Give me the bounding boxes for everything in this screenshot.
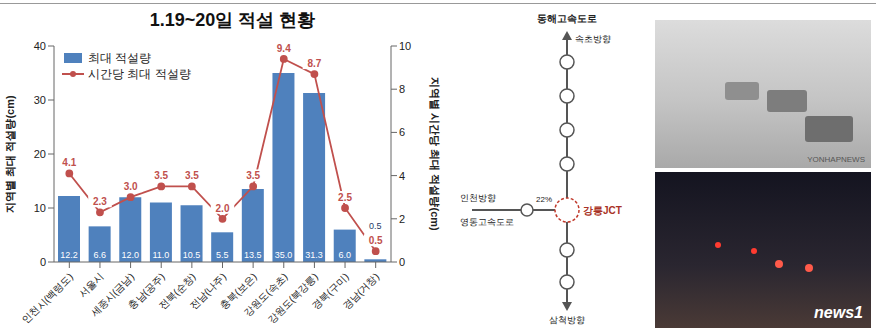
svg-text:4.1: 4.1 <box>62 157 76 168</box>
svg-text:4: 4 <box>399 170 405 182</box>
svg-text:10: 10 <box>34 202 46 214</box>
svg-text:지역별 시간당 최대 적설량(cm): 지역별 시간당 최대 적설량(cm) <box>429 76 441 231</box>
svg-text:12.2: 12.2 <box>60 250 78 260</box>
svg-text:인천방향: 인천방향 <box>460 193 496 203</box>
svg-text:5.5: 5.5 <box>216 250 229 260</box>
svg-text:삼척방향: 삼척방향 <box>549 315 585 325</box>
svg-text:강릉JCT: 강릉JCT <box>583 205 622 216</box>
svg-text:13.5: 13.5 <box>244 250 262 260</box>
svg-text:6: 6 <box>399 126 405 138</box>
svg-text:31.3: 31.3 <box>305 250 323 260</box>
svg-text:2.0: 2.0 <box>216 203 230 214</box>
svg-text:10.5: 10.5 <box>183 250 201 260</box>
svg-text:0: 0 <box>40 256 46 268</box>
html-text:YONHAPNEWS: YONHAPNEWS <box>807 155 865 164</box>
svg-text:경북(구미): 경북(구미) <box>309 270 351 312</box>
svg-text:2.3: 2.3 <box>93 196 107 207</box>
svg-text:세종시(금남): 세종시(금남) <box>88 271 136 319</box>
svg-text:서울시: 서울시 <box>77 271 106 300</box>
svg-text:22%: 22% <box>536 195 552 204</box>
svg-text:충남(공주): 충남(공주) <box>126 270 167 312</box>
svg-text:6.6: 6.6 <box>93 250 106 260</box>
svg-text:8.7: 8.7 <box>307 58 321 69</box>
svg-text:충북(보은): 충북(보은) <box>218 270 259 312</box>
svg-text:영동고속도로: 영동고속도로 <box>460 217 514 227</box>
svg-text:경남(거창): 경남(거창) <box>341 271 382 312</box>
svg-text:35.0: 35.0 <box>275 250 293 260</box>
svg-text:3.0: 3.0 <box>124 181 138 192</box>
svg-text:8: 8 <box>399 83 405 95</box>
svg-text:9.4: 9.4 <box>277 43 291 54</box>
svg-text:2: 2 <box>399 213 405 225</box>
html-text:news1: news1 <box>814 304 863 321</box>
html-text:최대 적설량: 최대 적설량 <box>88 51 152 65</box>
svg-text:0: 0 <box>399 256 405 268</box>
svg-text:동해고속도로: 동해고속도로 <box>537 13 597 24</box>
svg-text:10: 10 <box>399 40 411 52</box>
svg-text:30: 30 <box>34 94 46 106</box>
svg-text:6.0: 6.0 <box>338 250 351 260</box>
svg-text:지역별 최대 적설량(cm): 지역별 최대 적설량(cm) <box>4 95 16 214</box>
svg-text:20: 20 <box>34 148 46 160</box>
svg-text:전남(나주): 전남(나주) <box>187 270 229 312</box>
svg-text:강원도(북강릉): 강원도(북강릉) <box>265 271 320 326</box>
svg-text:2.5: 2.5 <box>338 192 352 203</box>
svg-text:3.5: 3.5 <box>185 170 199 181</box>
svg-text:전북(순창): 전북(순창) <box>156 270 198 312</box>
svg-text:3.5: 3.5 <box>246 170 260 181</box>
svg-text:인천시(백령도): 인천시(백령도) <box>20 271 75 326</box>
svg-text:0.5: 0.5 <box>369 221 382 231</box>
svg-text:0.5: 0.5 <box>369 235 383 246</box>
svg-text:속초방향: 속초방향 <box>575 34 611 44</box>
svg-text:3.5: 3.5 <box>154 170 168 181</box>
html-text:1.19~20일 적설 현황: 1.19~20일 적설 현황 <box>149 10 316 30</box>
svg-text:강원도(속초): 강원도(속초) <box>241 270 290 319</box>
svg-text:11.0: 11.0 <box>152 250 169 260</box>
html-text:시간당 최대 적설량: 시간당 최대 적설량 <box>88 67 191 81</box>
svg-text:12.0: 12.0 <box>122 250 140 260</box>
svg-text:40: 40 <box>34 40 46 52</box>
